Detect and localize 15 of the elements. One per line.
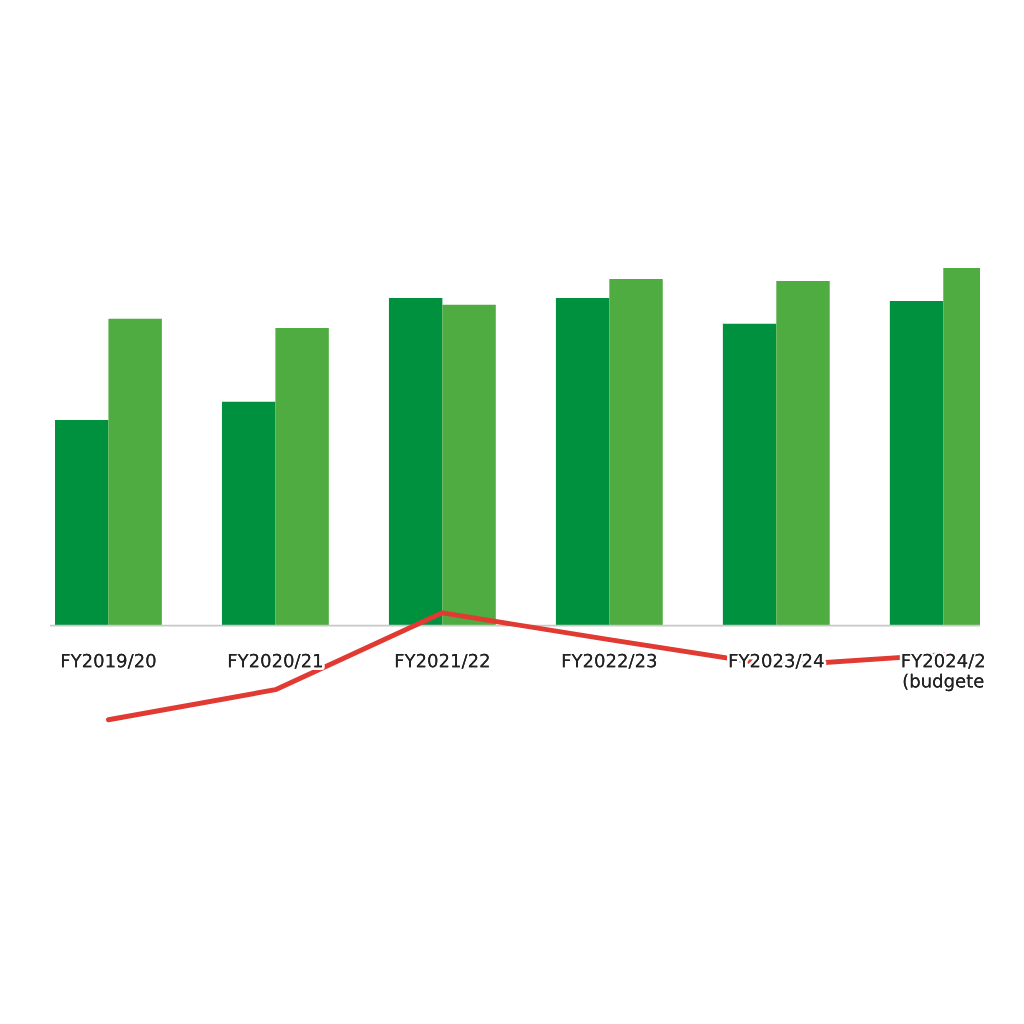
bar — [555, 298, 610, 626]
x-tick-label: FY2022/23 — [562, 653, 657, 669]
bar — [609, 279, 663, 626]
x-tick-label: FY2020/21 — [228, 653, 322, 669]
bar — [108, 318, 162, 626]
bar — [55, 420, 109, 626]
bar — [275, 328, 329, 626]
x-tick-label: FY2024/2 (budgete — [902, 653, 984, 692]
bar — [221, 401, 276, 626]
bar — [388, 298, 443, 626]
x-tick-label: FY2021/22 — [395, 653, 489, 669]
x-tick-label: FY2019/20 — [62, 653, 156, 669]
bar — [776, 280, 830, 626]
bar — [442, 304, 496, 626]
bar — [722, 323, 777, 626]
